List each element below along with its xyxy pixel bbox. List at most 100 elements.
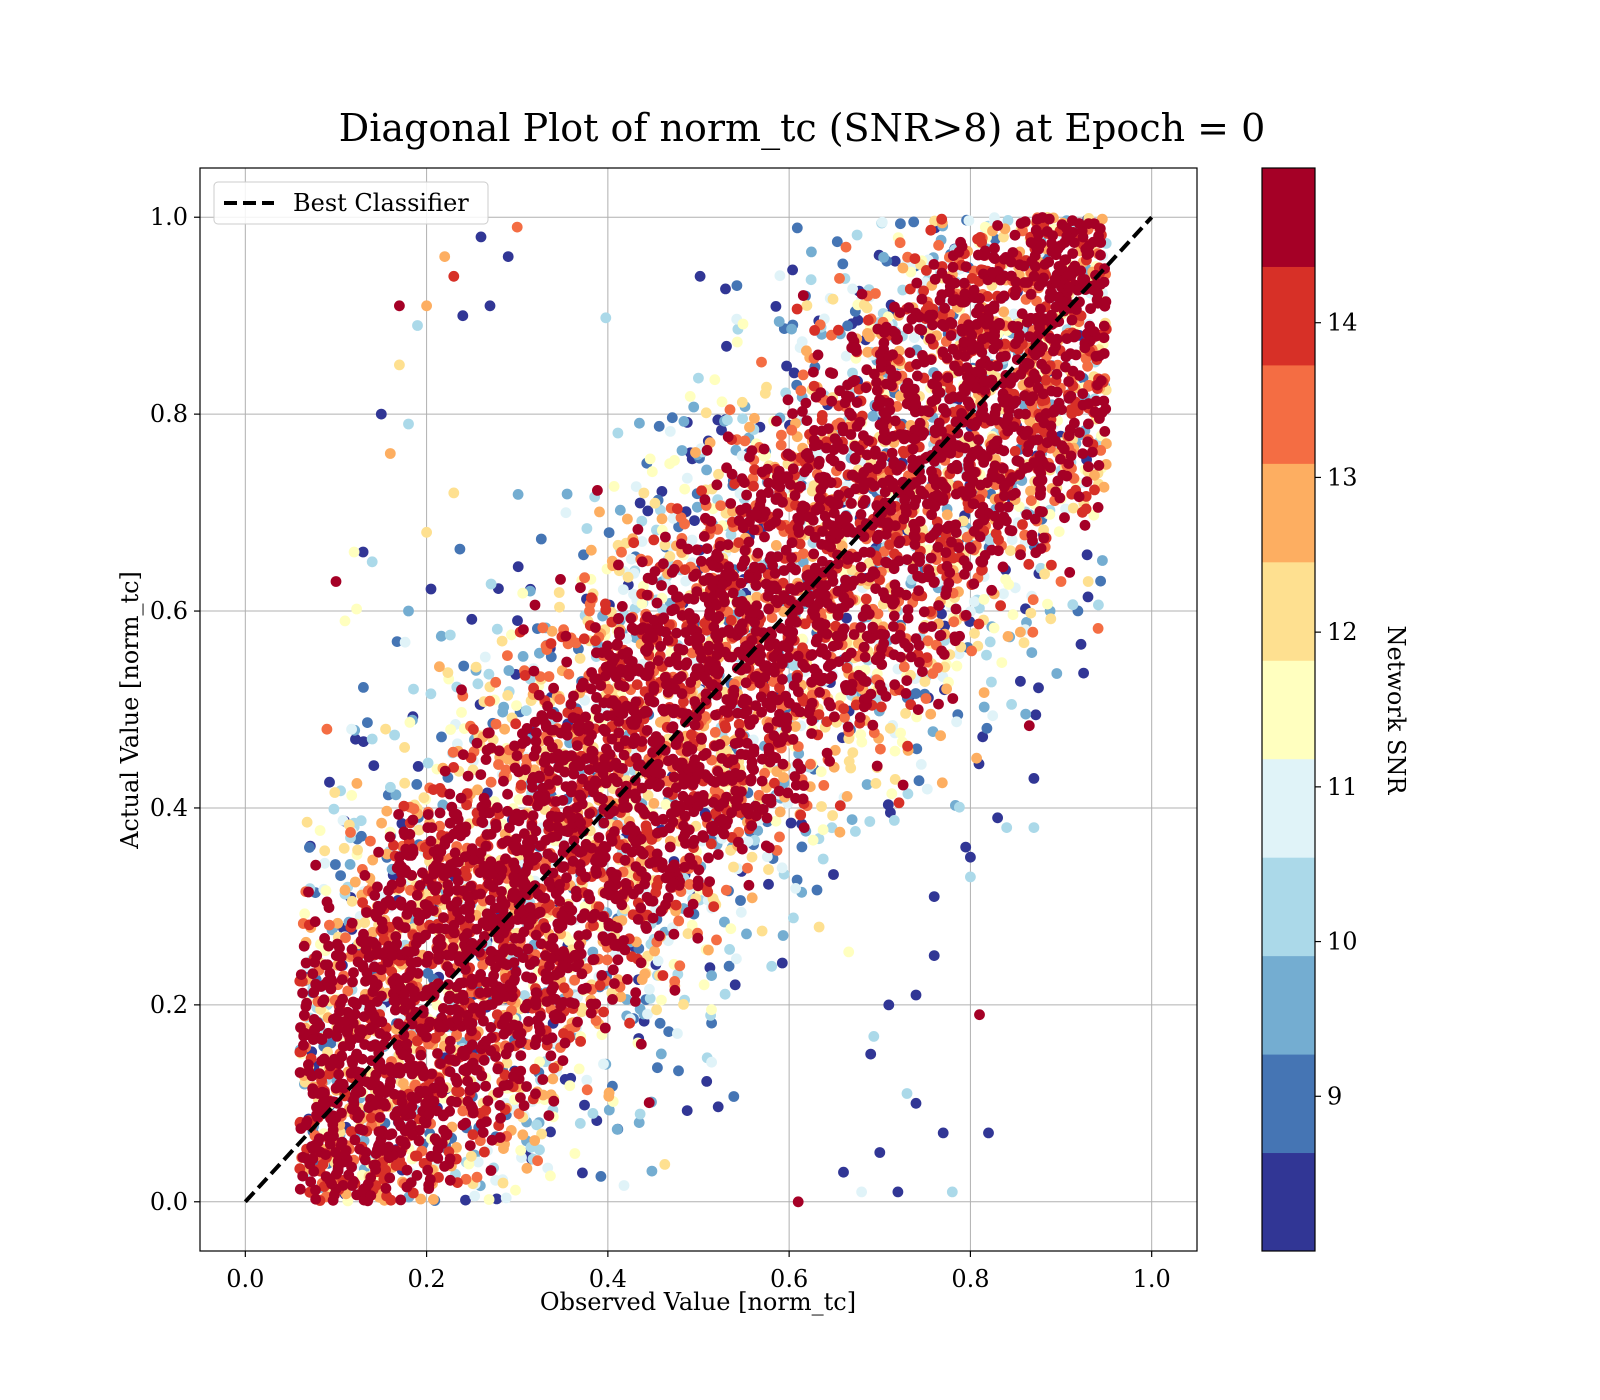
scatter-point <box>790 883 801 894</box>
scatter-point <box>436 731 447 743</box>
scatter-point <box>1038 524 1049 536</box>
scatter-point <box>1067 502 1079 514</box>
scatter-point <box>673 915 685 927</box>
scatter-point <box>813 921 825 933</box>
scatter-point <box>729 979 741 991</box>
scatter-point <box>512 615 523 626</box>
scatter-point <box>856 288 868 300</box>
scatter-point <box>1078 667 1089 679</box>
scatter-point <box>701 464 712 476</box>
scatter-point <box>454 543 466 555</box>
scatter-point <box>935 730 946 742</box>
scatter-point <box>626 553 637 565</box>
scatter-point <box>951 660 963 672</box>
scatter-point <box>350 733 361 745</box>
scatter-point <box>759 531 770 543</box>
scatter-point <box>889 745 901 757</box>
scatter-point <box>951 716 962 728</box>
scatter-point <box>774 806 786 818</box>
scatter-point <box>490 676 502 688</box>
scatter-point <box>389 729 400 741</box>
scatter-point <box>883 999 895 1011</box>
scatter-point <box>954 801 965 813</box>
scatter-point <box>381 805 393 817</box>
scatter-point <box>563 668 575 680</box>
scatter-point <box>301 997 312 1009</box>
scatter-point <box>1028 773 1040 784</box>
scatter-point <box>998 306 1010 318</box>
scatter-point <box>458 660 470 672</box>
scatter-point <box>1082 591 1094 603</box>
scatter-point <box>1077 448 1089 459</box>
scatter-point <box>1098 481 1110 493</box>
scatter-point <box>958 277 970 289</box>
scatter-point <box>901 675 913 686</box>
scatter-point <box>512 489 524 500</box>
scatter-point <box>686 729 697 741</box>
scatter-point <box>719 988 731 1000</box>
scatter-point <box>412 320 423 331</box>
scatter-point <box>411 779 423 790</box>
scatter-point <box>664 551 676 562</box>
scatter-point <box>672 1028 683 1039</box>
scatter-point <box>706 970 717 981</box>
scatter-point <box>773 316 785 327</box>
scatter-point <box>731 953 742 965</box>
scatter-point <box>770 815 782 827</box>
scatter-point <box>448 270 460 282</box>
scatter-point <box>415 1049 427 1061</box>
scatter-point <box>686 534 698 546</box>
scatter-point <box>888 621 899 632</box>
scatter-point <box>611 1123 623 1135</box>
scatter-point <box>801 415 813 426</box>
scatter-point <box>332 917 344 929</box>
scatter-point <box>861 779 873 790</box>
scatter-point <box>694 270 706 282</box>
scatter-point <box>359 917 371 928</box>
scatter-point <box>636 536 648 547</box>
scatter-point <box>644 453 656 465</box>
scatter-point <box>663 1026 675 1037</box>
scatter-point <box>801 345 812 357</box>
scatter-point <box>895 727 906 739</box>
scatter-point <box>510 1184 521 1196</box>
scatter-point <box>709 727 721 738</box>
scatter-point <box>842 320 853 332</box>
scatter-point <box>688 401 700 413</box>
scatter-point <box>633 1117 645 1128</box>
scatter-point <box>642 505 654 517</box>
scatter-point <box>510 718 522 730</box>
scatter-point <box>352 844 363 856</box>
scatter-point <box>724 944 735 955</box>
scatter-point <box>713 468 724 480</box>
scatter-point <box>777 674 788 685</box>
scatter-point <box>737 413 748 424</box>
scatter-point <box>657 970 669 981</box>
scatter-point <box>902 323 914 335</box>
scatter-point <box>850 826 861 837</box>
scatter-point <box>682 928 694 940</box>
chart-title: Diagonal Plot of norm_tc (SNR>8) at Epoc… <box>339 106 1266 151</box>
scatter-point <box>537 1074 549 1085</box>
scatter-point <box>415 1193 427 1205</box>
scatter-point <box>712 1101 724 1113</box>
scatter-point <box>693 372 704 384</box>
scatter-point <box>709 374 721 386</box>
scatter-point <box>512 561 524 573</box>
scatter-point <box>517 1129 529 1141</box>
scatter-point <box>851 229 863 241</box>
scatter-point <box>981 649 992 661</box>
scatter-point <box>319 857 331 869</box>
scatter-point <box>1051 668 1063 679</box>
scatter-point <box>986 676 997 688</box>
scatter-point <box>728 1091 740 1102</box>
scatter-point <box>642 1008 653 1020</box>
scatter-point <box>776 429 787 441</box>
scatter-point <box>1025 485 1036 497</box>
scatter-point <box>684 391 696 402</box>
scatter-point <box>410 1150 421 1162</box>
scatter-point <box>366 556 378 568</box>
scatter-point <box>855 729 867 740</box>
scatter-point <box>484 300 496 312</box>
scatter-point <box>1023 558 1035 570</box>
